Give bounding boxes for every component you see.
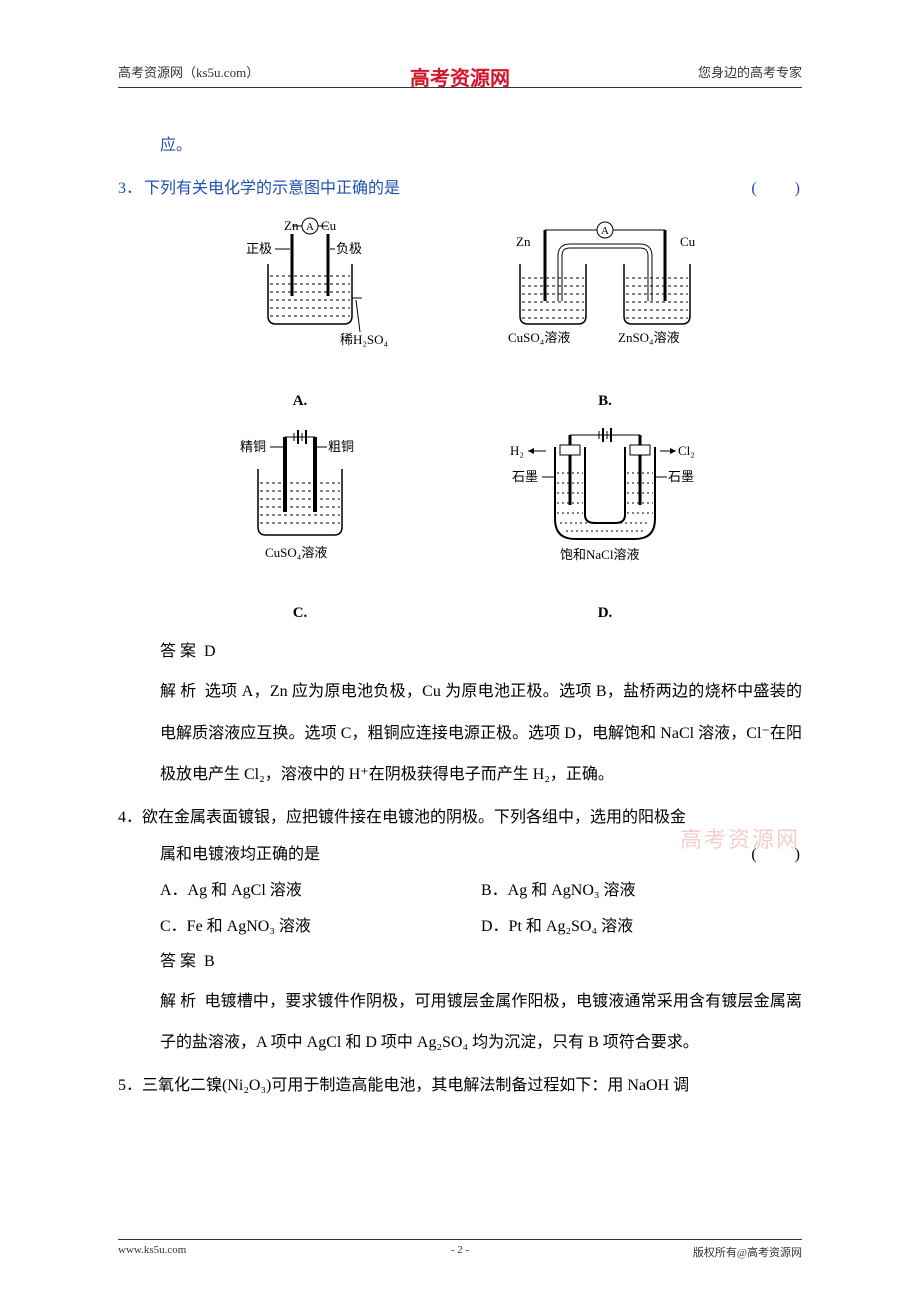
arrow-l-head <box>528 448 534 454</box>
q4-answer: 答案 B <box>160 944 802 981</box>
u-tube-in <box>585 447 625 523</box>
question-5: 5． 三氧化二镍(Ni₂O₃)可用于制造高能电池，其电解法制备过程如下：用 Na… <box>118 1068 802 1105</box>
q4-optA: A．Ag 和 AgCl 溶液 <box>160 873 481 908</box>
diag-D-sol: 饱和NaCl溶液 <box>560 547 639 562</box>
salt-bridge-inner <box>560 246 650 301</box>
diagram-A: Zn A Cu 正极 负极 <box>210 216 390 419</box>
question-3: 3． 下列有关电化学的示意图中正确的是 ( ) <box>118 171 802 208</box>
q3-paren: ( ) <box>751 171 802 208</box>
q5-text: 三氧化二镍(Ni₂O₃)可用于制造高能电池，其电解法制备过程如下：用 NaOH … <box>142 1068 689 1105</box>
beaker <box>258 469 342 535</box>
ptr-sol2 <box>356 300 360 332</box>
q5-number: 5． <box>118 1068 142 1105</box>
q4-explain-text: 电镀槽中，要求镀件作阴极，可用镀层金属作阳极，电镀液通常采用含有镀层金属离子的盐… <box>160 993 802 1052</box>
diag-B-label: B. <box>500 384 710 419</box>
diag-A-meter: A <box>306 221 314 233</box>
diag-A-sol: 稀H₂SO₄ <box>340 332 389 347</box>
diag-C-sol: CuSO₄溶液 <box>265 545 327 560</box>
q4-answer-label: 答案 <box>160 953 200 970</box>
diag-B-meter: A <box>601 225 609 237</box>
diag-D-H2: H₂ <box>510 443 524 458</box>
cell-D-svg: H₂ Cl₂ <box>500 427 710 577</box>
diagram-row-1: Zn A Cu 正极 负极 <box>210 216 710 419</box>
q4-answer-value: B <box>204 953 215 970</box>
q4-explain: 解析 电镀槽中，要求镀件作阴极，可用镀层金属作阳极，电镀液通常采用含有镀层金属离… <box>160 981 802 1064</box>
diag-B-sol-r: ZnSO₄溶液 <box>618 330 680 345</box>
diag-A-pos: 正极 <box>246 241 272 256</box>
liq <box>260 483 340 523</box>
diagram-C: 精铜 粗铜 CuSO₄溶液 C. <box>210 427 390 630</box>
header-left: 高考资源网（ks5u.com） <box>118 62 259 81</box>
q4-text-2: 属和电镀液均正确的是 <box>160 837 320 874</box>
diag-C-fine: 精铜 <box>240 439 266 454</box>
page-header: 高考资源网（ks5u.com） 高考资源网 您身边的高考专家 <box>118 62 802 88</box>
diag-D-label: D. <box>500 596 710 631</box>
diag-B-Zn: Zn <box>516 234 531 249</box>
diag-C-label: C. <box>210 596 390 631</box>
diag-B-Cu: Cu <box>680 234 696 249</box>
footer-center: - 2 - <box>451 1244 469 1256</box>
diag-A-neg: 负极 <box>336 241 362 256</box>
q3-answer: 答案 D <box>160 634 802 671</box>
header-center: 高考资源网 <box>410 62 510 91</box>
footer-right: 版权所有@高考资源网 <box>693 1244 802 1260</box>
cell-A-svg: Zn A Cu 正极 负极 <box>210 216 390 366</box>
q4-number: 4． <box>118 800 142 837</box>
q4-text-1: 欲在金属表面镀银，应把镀件接在电镀池的阴极。下列各组中，选用的阳极金 <box>142 800 686 837</box>
q3-text: 下列有关电化学的示意图中正确的是 <box>144 171 751 208</box>
q4-optD: D．Pt 和 Ag₂SO₄ 溶液 <box>481 909 802 944</box>
q4-optC: C．Fe 和 AgNO₃ 溶液 <box>160 909 481 944</box>
liquid-lines <box>270 276 350 316</box>
q4-options: A．Ag 和 AgCl 溶液 B．Ag 和 AgNO₃ 溶液 C．Fe 和 Ag… <box>160 873 802 943</box>
cell-B-svg: Zn A Cu <box>500 216 710 366</box>
beaker <box>268 264 352 324</box>
diag-B-sol-l: CuSO₄溶液 <box>508 330 570 345</box>
carryover-text: 应。 <box>160 128 802 165</box>
q3-answer-value: D <box>204 643 216 660</box>
liq-r <box>626 278 688 318</box>
diagram-grid: Zn A Cu 正极 负极 <box>118 216 802 631</box>
salt-bridge-out <box>560 246 650 301</box>
q3-explain-text: 选项 A，Zn 应为原电池负极，Cu 为原电池正极。选项 B，盐桥两边的烧杯中盛… <box>160 683 802 783</box>
page-content: 应。 3． 下列有关电化学的示意图中正确的是 ( ) Zn A Cu 正极 <box>118 128 802 1105</box>
q3-number: 3． <box>118 171 142 208</box>
diagram-B: Zn A Cu <box>500 216 710 419</box>
q4-optB: B．Ag 和 AgNO₃ 溶液 <box>481 873 802 908</box>
header-right: 您身边的高考专家 <box>698 62 802 81</box>
diag-D-graphite-l: 石墨 <box>512 469 538 484</box>
q4-explain-label: 解析 <box>160 993 200 1010</box>
arrow-r-head <box>670 448 676 454</box>
cell-C-svg: 精铜 粗铜 CuSO₄溶液 <box>210 427 390 577</box>
q4-paren: ( ) <box>751 837 802 874</box>
diag-C-crude: 粗铜 <box>328 439 354 454</box>
q3-explain-label: 解析 <box>160 683 201 700</box>
diagram-row-2: 精铜 粗铜 CuSO₄溶液 C. <box>210 427 710 630</box>
liq-l <box>522 278 584 318</box>
question-4: 4． 欲在金属表面镀银，应把镀件接在电镀池的阴极。下列各组中，选用的阳极金 属和… <box>118 800 802 874</box>
diagram-D: H₂ Cl₂ <box>500 427 710 630</box>
q3-answer-label: 答案 <box>160 643 200 660</box>
stopper-l <box>560 445 580 455</box>
diag-D-graphite-r: 石墨 <box>668 469 694 484</box>
diag-A-label: A. <box>210 384 390 419</box>
stopper-r <box>630 445 650 455</box>
diag-D-Cl2: Cl₂ <box>678 443 695 458</box>
q3-explain: 解析 选项 A，Zn 应为原电池负极，Cu 为原电池正极。选项 B，盐桥两边的烧… <box>160 671 802 796</box>
page-footer: www.ks5u.com - 2 - 版权所有@高考资源网 <box>118 1239 802 1260</box>
footer-left: www.ks5u.com <box>118 1244 186 1260</box>
